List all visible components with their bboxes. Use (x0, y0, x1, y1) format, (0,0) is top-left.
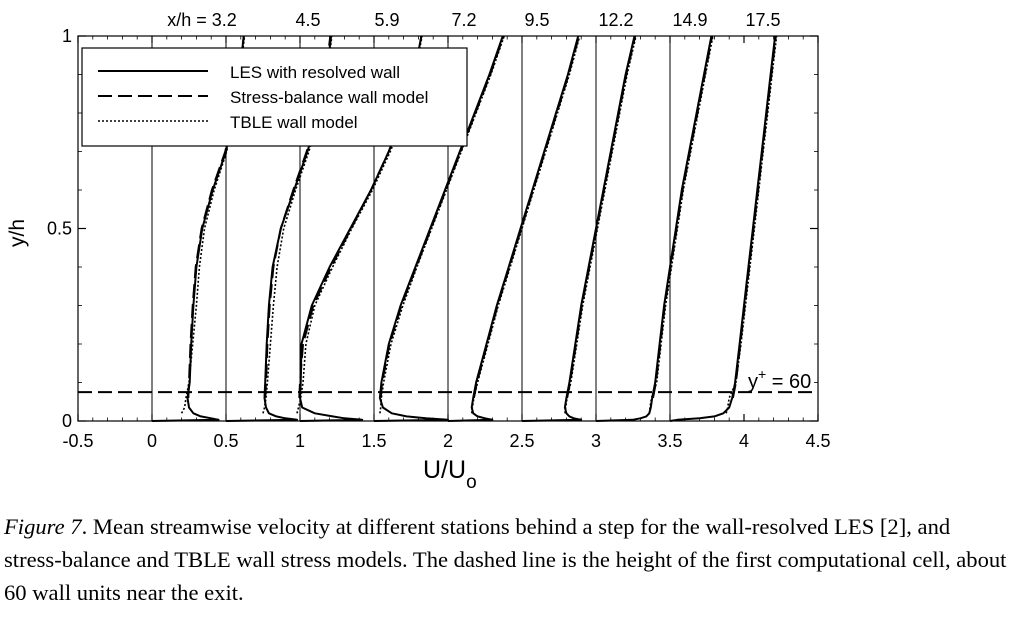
x-tick-label: 4 (739, 431, 749, 451)
tble-profile-line (470, 35, 581, 414)
legend-label-les: LES with resolved wall (230, 63, 400, 82)
x-tick-label: 4.5 (805, 431, 830, 451)
x-tick-label: 0.5 (213, 431, 238, 451)
station-label: x/h = 3.2 (167, 10, 237, 30)
y-tick-label: 0.5 (47, 219, 72, 239)
station-label: 9.5 (524, 10, 549, 30)
y-plus-annotation: y+ = 60 (748, 366, 811, 393)
x-tick-label: 3 (591, 431, 601, 451)
legend: LES with resolved wall Stress-balance wa… (81, 47, 468, 147)
stress-balance-profile-line (566, 35, 637, 399)
y-tick-label: 1 (62, 26, 72, 46)
station-label: 12.2 (598, 10, 633, 30)
x-axis-label: U/Uo (423, 456, 477, 493)
station-label: 5.9 (374, 10, 399, 30)
figure-caption-label: Figure 7 (4, 514, 82, 539)
x-tick-label: 1.5 (361, 431, 386, 451)
tble-profile-line (180, 35, 246, 414)
y-axis-label: y/h (6, 219, 29, 247)
x-axis-label-subscript: o (466, 472, 477, 493)
les-profile-line (595, 35, 713, 422)
les-profile-line (669, 35, 777, 422)
tble-profile-line (564, 35, 637, 414)
stress-balance-profile-line (652, 35, 714, 399)
station-label: 14.9 (672, 10, 707, 30)
legend-label-tble: TBLE wall model (230, 113, 358, 132)
station-label: 7.2 (451, 10, 476, 30)
x-tick-label: 2 (443, 431, 453, 451)
legend-label-stress-balance: Stress-balance wall model (230, 88, 428, 107)
station-label: 17.5 (745, 10, 780, 30)
x-tick-label: 3.5 (657, 431, 682, 451)
figure-caption: Figure 7. Mean streamwise velocity at di… (4, 510, 1012, 609)
les-profile-line (447, 35, 580, 422)
x-tick-label: 1 (295, 431, 305, 451)
les-profile-line (521, 35, 636, 422)
x-tick-label: -0.5 (62, 431, 93, 451)
x-tick-label: 2.5 (509, 431, 534, 451)
x-tick-label: 0 (147, 431, 157, 451)
station-label: 4.5 (295, 10, 320, 30)
figure-caption-text: . Mean streamwise velocity at different … (4, 514, 1007, 605)
y-tick-label: 0 (62, 411, 72, 431)
